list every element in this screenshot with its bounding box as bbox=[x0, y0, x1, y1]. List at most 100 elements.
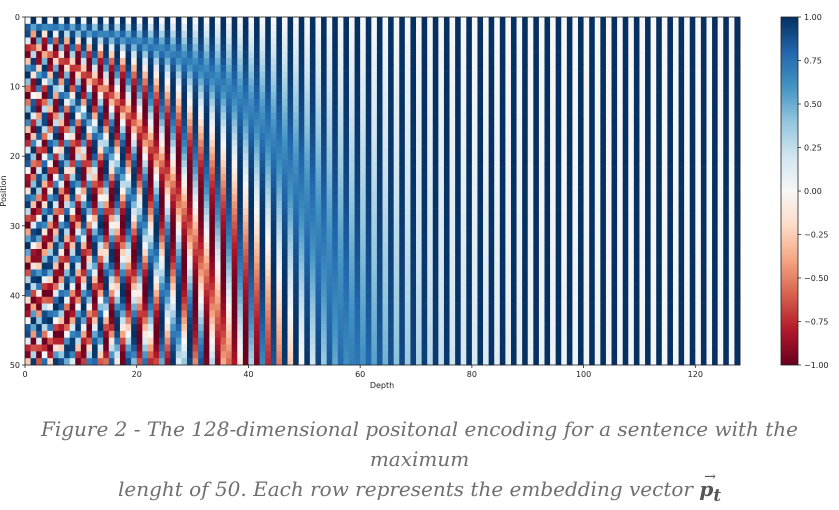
heatmap-cell bbox=[270, 208, 277, 216]
heatmap-cell bbox=[488, 160, 495, 168]
heatmap-cell bbox=[550, 269, 556, 277]
heatmap-cell bbox=[427, 51, 434, 59]
heatmap-cell bbox=[298, 173, 305, 182]
heatmap-cell bbox=[259, 173, 266, 182]
heatmap-cell bbox=[633, 85, 640, 93]
heatmap-cell bbox=[371, 64, 378, 72]
heatmap-cell bbox=[360, 201, 367, 209]
heatmap-cell bbox=[488, 71, 495, 79]
heatmap-cell bbox=[633, 146, 640, 154]
heatmap-cell bbox=[572, 262, 579, 270]
heatmap-cell bbox=[237, 146, 244, 154]
heatmap-cell bbox=[555, 180, 562, 188]
heatmap-cell bbox=[667, 173, 674, 182]
heatmap-cell bbox=[393, 112, 400, 120]
heatmap-cell bbox=[717, 57, 724, 66]
heatmap-cell bbox=[583, 126, 590, 134]
heatmap-cell bbox=[175, 214, 182, 222]
heatmap-cell bbox=[605, 133, 612, 141]
heatmap-cell bbox=[477, 126, 484, 134]
heatmap-cell bbox=[309, 92, 316, 100]
heatmap-cell bbox=[142, 44, 149, 52]
heatmap-cell bbox=[617, 269, 623, 277]
heatmap-cell bbox=[728, 208, 735, 216]
heatmap-cell bbox=[477, 242, 484, 250]
heatmap-cell bbox=[170, 71, 177, 79]
heatmap-cell bbox=[192, 228, 199, 236]
heatmap-cell bbox=[510, 105, 517, 113]
heatmap-cell bbox=[427, 255, 434, 263]
heatmap-cell bbox=[86, 167, 93, 175]
heatmap-cell bbox=[505, 105, 512, 113]
heatmap-cell bbox=[639, 105, 646, 113]
heatmap-cell bbox=[388, 112, 394, 120]
heatmap-cell bbox=[516, 173, 523, 182]
heatmap-cell bbox=[248, 221, 255, 229]
heatmap-cell bbox=[159, 173, 165, 182]
heatmap-cell bbox=[265, 194, 272, 202]
heatmap-cell bbox=[667, 92, 674, 100]
heatmap-cell bbox=[360, 37, 367, 45]
heatmap-cell bbox=[661, 208, 668, 216]
heatmap-cell bbox=[309, 167, 316, 175]
heatmap-cell bbox=[516, 221, 523, 229]
heatmap-cell bbox=[360, 139, 367, 147]
heatmap-cell bbox=[337, 262, 344, 270]
heatmap-cell bbox=[326, 98, 333, 106]
heatmap-cell bbox=[499, 255, 506, 263]
heatmap-cell bbox=[181, 255, 188, 263]
heatmap-cell bbox=[371, 201, 378, 209]
heatmap-cell bbox=[237, 194, 244, 202]
heatmap-cell bbox=[650, 30, 657, 38]
heatmap-cell bbox=[159, 57, 165, 66]
heatmap-cell bbox=[281, 92, 288, 100]
heatmap-cell bbox=[393, 242, 400, 250]
heatmap-cell bbox=[131, 255, 138, 263]
heatmap-cell bbox=[717, 180, 724, 188]
heatmap-cell bbox=[192, 160, 199, 168]
heatmap-cell bbox=[75, 180, 82, 188]
heatmap-cell bbox=[337, 44, 344, 52]
heatmap-cell bbox=[499, 57, 506, 66]
heatmap-cell bbox=[510, 269, 517, 277]
heatmap-cell bbox=[175, 64, 182, 72]
heatmap-cell bbox=[309, 71, 316, 79]
heatmap-cell bbox=[242, 194, 249, 202]
heatmap-cell bbox=[142, 98, 149, 106]
heatmap-cell bbox=[645, 201, 651, 209]
heatmap-cell bbox=[449, 30, 456, 38]
heatmap-cell bbox=[64, 167, 70, 175]
heatmap-cell bbox=[119, 276, 126, 284]
heatmap-cell bbox=[438, 23, 445, 31]
heatmap-cell bbox=[214, 262, 221, 270]
heatmap-cell bbox=[388, 105, 394, 113]
heatmap-cell bbox=[712, 201, 718, 209]
heatmap-cell bbox=[700, 44, 707, 52]
heatmap-cell bbox=[52, 71, 59, 79]
heatmap-cell bbox=[672, 201, 679, 209]
heatmap-cell bbox=[483, 173, 489, 182]
heatmap-cell bbox=[382, 146, 389, 154]
heatmap-cell bbox=[449, 221, 456, 229]
heatmap-cell bbox=[617, 173, 623, 182]
heatmap-cell bbox=[326, 105, 333, 113]
heatmap-cell bbox=[108, 126, 115, 134]
heatmap-cell bbox=[181, 235, 188, 243]
heatmap-cell bbox=[527, 269, 534, 277]
heatmap-cell bbox=[645, 37, 651, 45]
heatmap-cell bbox=[538, 44, 545, 52]
heatmap-cell bbox=[399, 37, 406, 45]
heatmap-cell bbox=[315, 228, 322, 236]
heatmap-cell bbox=[376, 44, 383, 52]
heatmap-cell bbox=[421, 37, 428, 45]
heatmap-cell bbox=[483, 214, 489, 222]
heatmap-cell bbox=[337, 221, 344, 229]
heatmap-cell bbox=[309, 249, 316, 257]
heatmap-cell bbox=[443, 269, 450, 277]
heatmap-cell bbox=[131, 78, 138, 86]
heatmap-cell bbox=[25, 160, 31, 168]
heatmap-cell bbox=[561, 112, 568, 120]
heatmap-cell bbox=[52, 37, 59, 45]
heatmap-cell bbox=[348, 44, 355, 52]
heatmap-cell bbox=[466, 64, 473, 72]
